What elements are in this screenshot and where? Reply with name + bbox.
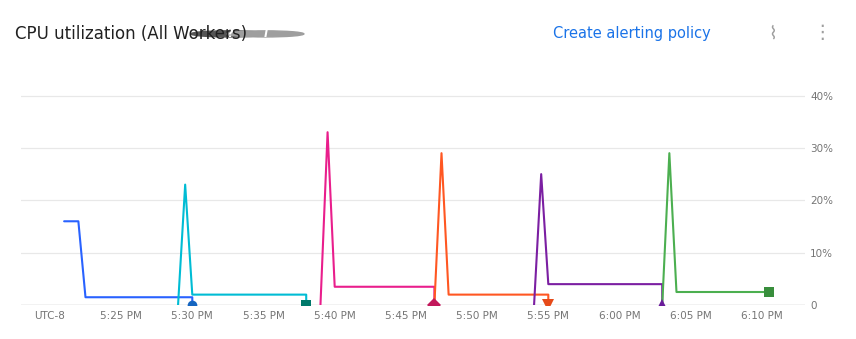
Text: ?: ? — [226, 27, 233, 40]
Text: ⋮: ⋮ — [812, 23, 831, 42]
Text: ⌇: ⌇ — [769, 25, 777, 43]
Text: CPU utilization (All Workers): CPU utilization (All Workers) — [15, 25, 247, 43]
Circle shape — [191, 31, 268, 37]
Circle shape — [227, 31, 304, 37]
Text: Create alerting policy: Create alerting policy — [553, 26, 710, 41]
Text: i: i — [264, 27, 267, 40]
